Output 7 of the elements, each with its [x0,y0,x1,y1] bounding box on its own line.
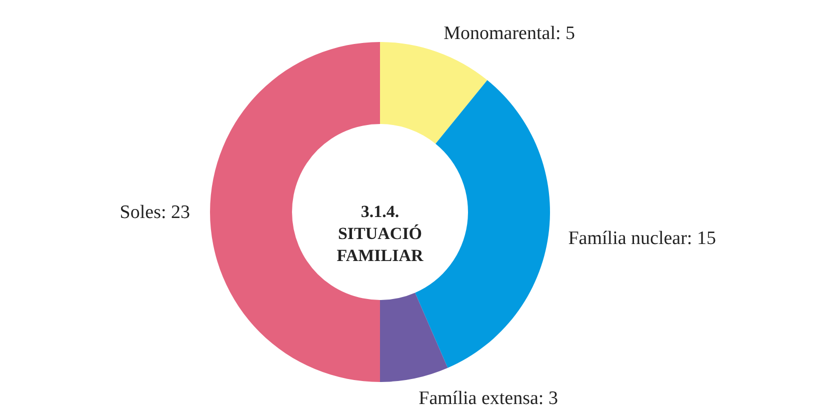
slice-label: Soles: 23 [120,202,190,223]
slice-label: Família nuclear: 15 [568,228,716,249]
donut-slice [380,292,448,382]
slice-label: Monomarental: 5 [444,22,576,44]
slice-label: Família extensa: 3 [418,388,558,409]
text: 3.1.4. SITUACIÓ FAMILIAR [336,202,424,265]
donut-slice [380,42,488,144]
